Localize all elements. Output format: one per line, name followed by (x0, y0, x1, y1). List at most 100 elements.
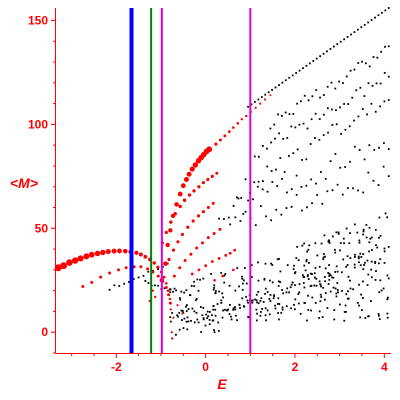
data-point (242, 213, 245, 215)
data-point (343, 319, 346, 322)
data-point (172, 316, 175, 319)
data-point (257, 155, 260, 158)
data-point (334, 271, 337, 273)
data-point (241, 282, 244, 285)
data-point (228, 284, 231, 287)
data-point (257, 279, 260, 282)
data-point (250, 299, 253, 302)
data-point (213, 286, 216, 289)
data-point (326, 50, 328, 53)
data-point (234, 289, 237, 292)
data-point (234, 308, 237, 311)
data-point (359, 252, 362, 255)
data-point (181, 310, 184, 312)
data-point (164, 286, 168, 290)
data-point (346, 264, 349, 266)
data-point (293, 308, 296, 311)
data-point (286, 137, 289, 139)
data-point (346, 297, 349, 300)
data-point (328, 273, 331, 275)
data-point (214, 142, 218, 146)
data-point (285, 305, 288, 308)
data-point (227, 308, 230, 311)
data-point (280, 311, 283, 314)
data-point (345, 227, 348, 230)
data-point (266, 147, 268, 150)
data-point (211, 314, 213, 317)
data-point (384, 9, 387, 12)
data-point (349, 160, 351, 163)
data-point (296, 148, 299, 151)
data-point (289, 286, 292, 289)
data-point (357, 62, 360, 64)
data-point (255, 293, 258, 296)
data-point (202, 307, 205, 309)
data-point (260, 96, 263, 98)
data-point (186, 171, 192, 177)
data-point (274, 137, 276, 140)
data-point (386, 312, 389, 315)
data-point (276, 258, 279, 261)
data-point (340, 271, 343, 274)
data-point (322, 253, 325, 255)
data-point (368, 226, 371, 229)
data-point (239, 306, 241, 309)
data-point (138, 252, 143, 257)
data-point (192, 189, 196, 193)
data-point (164, 230, 168, 235)
data-point (315, 182, 317, 185)
data-point (332, 286, 335, 289)
data-point (299, 312, 302, 315)
data-point (283, 171, 286, 173)
data-point (251, 301, 254, 304)
data-point (147, 282, 150, 284)
data-point (144, 280, 147, 282)
data-point (262, 180, 264, 183)
data-point (178, 204, 182, 209)
data-point (182, 311, 185, 314)
data-point (362, 228, 365, 231)
data-point (377, 14, 380, 17)
data-point (319, 293, 322, 296)
data-point (274, 304, 277, 307)
data-point (81, 284, 85, 288)
data-point (350, 33, 352, 36)
data-point (108, 271, 112, 275)
data-point (310, 118, 313, 121)
data-point (288, 155, 290, 157)
data-point (355, 89, 358, 92)
data-point (302, 282, 305, 284)
data-point (123, 282, 126, 285)
data-point (352, 288, 355, 291)
data-point (220, 299, 223, 302)
data-point (196, 278, 199, 281)
data-point (281, 308, 284, 311)
data-point (169, 288, 172, 291)
data-point (245, 282, 248, 285)
data-point (300, 100, 302, 103)
data-point (273, 295, 275, 298)
data-point (269, 127, 272, 130)
data-point (197, 185, 201, 189)
data-point (304, 302, 306, 304)
data-point (168, 301, 172, 305)
data-point (270, 219, 273, 222)
data-point (239, 220, 242, 222)
data-point (122, 248, 128, 254)
data-point (278, 303, 281, 305)
data-point (175, 333, 177, 336)
data-point (383, 142, 385, 144)
data-point (250, 103, 253, 106)
data-point (264, 262, 267, 265)
data-point (281, 81, 284, 84)
data-point (156, 274, 160, 278)
data-point (281, 289, 284, 291)
data-point (334, 251, 337, 254)
data-point (366, 284, 369, 286)
data-point (375, 82, 378, 85)
data-point (221, 292, 224, 295)
data-point (257, 261, 259, 264)
data-point (213, 331, 216, 334)
data-point (288, 291, 291, 294)
data-point (353, 223, 356, 226)
